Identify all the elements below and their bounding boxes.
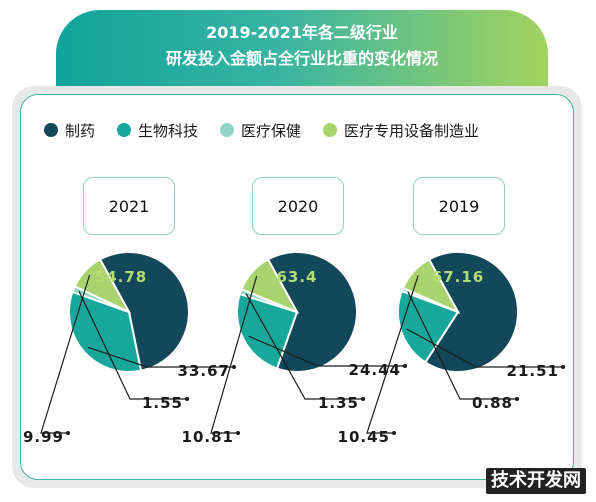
- legend-label: 医疗专用设备制造业: [344, 121, 480, 140]
- leader-dot-2020-healthcare: [361, 397, 365, 401]
- pie-slice-2021-biotech: [68, 290, 143, 373]
- legend-label: 生物科技: [138, 121, 199, 140]
- year-label-2019: 2019: [413, 177, 505, 235]
- data-label-2019-medical-devices: 10.45: [338, 428, 390, 446]
- data-label-2020-biotech: 24.44: [349, 361, 401, 379]
- legend-item-healthcare: 医疗保健: [220, 120, 301, 141]
- legend-swatch: [220, 123, 235, 137]
- leader-line-2019-biotech: [406, 328, 563, 368]
- leader-dot-2020-medical-devices: [236, 431, 240, 435]
- pie-slice-2021-medical-devices: [73, 258, 132, 315]
- data-label-2020-medical-devices: 10.81: [182, 428, 234, 446]
- leader-line-2021-biotech: [88, 346, 234, 368]
- legend-item-biotech: 生物科技: [117, 120, 198, 141]
- year-label-2021: 2021: [83, 177, 175, 235]
- legend-item-pharma: 制药: [44, 120, 95, 141]
- title-line-2: 研发投入金额占全行业比重的变化情况: [165, 49, 438, 68]
- data-label-2021-healthcare: 1.55: [142, 394, 183, 412]
- leader-line-2019-medical-devices: [366, 275, 419, 434]
- legend-swatch: [44, 123, 58, 137]
- title-banner: [56, 10, 548, 96]
- leader-dot-2020-biotech: [403, 364, 407, 368]
- year-label-2020: 2020: [252, 177, 344, 235]
- pie-slice-2019-medical-devices: [401, 258, 461, 315]
- leader-dot-2021-medical-devices: [66, 431, 70, 435]
- leader-line-2021-healthcare: [78, 291, 187, 400]
- data-label-2021-pharma: 54.78: [95, 268, 147, 286]
- leader-dot-2019-healthcare: [515, 397, 519, 401]
- leader-dot-2019-biotech: [561, 365, 565, 369]
- title-line-1: 2019-2021年各二级行业: [206, 23, 398, 42]
- pie-slice-2020-pharma: [266, 251, 358, 373]
- leader-line-2021-medical-devices: [40, 274, 91, 434]
- data-label-2021-medical-devices: 9.99: [23, 428, 64, 446]
- leader-line-2020-medical-devices: [210, 275, 258, 434]
- data-label-2019-healthcare: 0.88: [472, 394, 513, 412]
- leader-line-2019-healthcare: [407, 291, 517, 400]
- legend-label: 制药: [65, 121, 96, 140]
- legend-swatch: [117, 123, 132, 137]
- data-label-2019-pharma: 67.16: [432, 268, 484, 286]
- pie-slice-2021-pharma: [98, 251, 190, 372]
- legend-label: 医疗保健: [241, 121, 302, 140]
- data-label-2021-biotech: 33.67: [178, 362, 230, 380]
- pie-slice-2019-pharma: [423, 251, 519, 373]
- pie-slice-2019-biotech: [397, 289, 460, 364]
- leader-dot-2021-healthcare: [185, 397, 189, 401]
- data-label-2019-biotech: 21.51: [507, 362, 559, 380]
- legend-item-medical-devices: 医疗专用设备制造业: [323, 120, 479, 141]
- chart-title: 2019-2021年各二级行业 研发投入金额占全行业比重的变化情况: [56, 20, 548, 72]
- leader-dot-2019-medical-devices: [392, 431, 396, 435]
- watermark-logo: 技术开发网: [486, 468, 586, 494]
- data-label-2020-pharma: 63.4: [276, 268, 317, 286]
- pie-slice-2020-medical-devices: [240, 258, 300, 314]
- leader-line-2020-healthcare: [245, 293, 363, 400]
- data-label-2020-healthcare: 1.35: [318, 394, 359, 412]
- legend-swatch: [323, 123, 338, 137]
- leader-line-2020-biotech: [248, 335, 405, 367]
- leader-dot-2021-biotech: [232, 365, 236, 369]
- legend: 制药 生物科技 医疗保健 医疗专用设备制造业: [44, 118, 501, 142]
